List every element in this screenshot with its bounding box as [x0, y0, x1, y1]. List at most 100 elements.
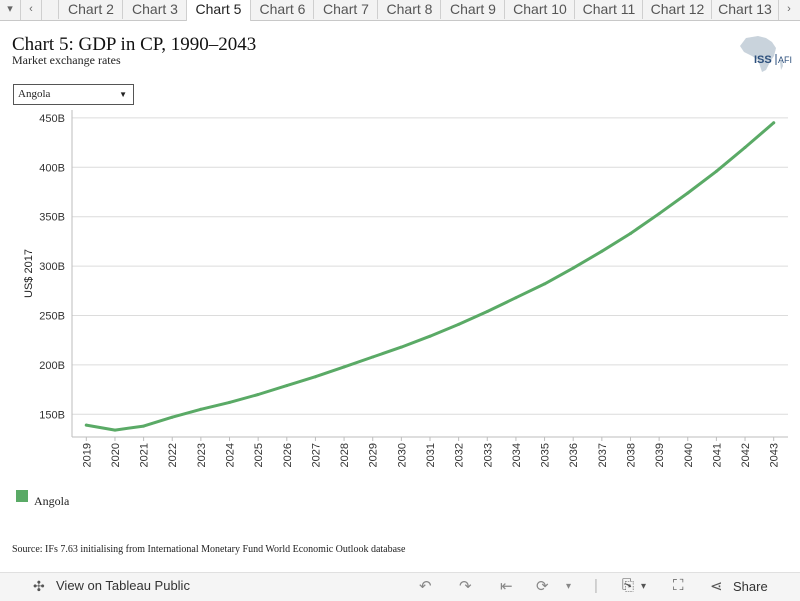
- data-point: [399, 345, 403, 349]
- tab-chart-11[interactable]: Chart 11: [574, 0, 643, 19]
- share-button[interactable]: Share: [733, 579, 768, 594]
- tab-chart-5[interactable]: Chart 5: [186, 0, 251, 21]
- data-point: [228, 400, 231, 404]
- x-tick-label: 2025: [253, 443, 265, 467]
- x-tick-label: 2039: [654, 443, 666, 467]
- data-point: [313, 375, 317, 379]
- chevron-right-icon: ›: [787, 3, 791, 15]
- y-tick-label: 250B: [39, 310, 65, 322]
- tableau-logo-icon: ✣: [33, 578, 45, 594]
- share-icon[interactable]: ⋖: [710, 578, 723, 595]
- data-point: [199, 407, 203, 411]
- data-point: [485, 310, 489, 313]
- svg-text:ISS: ISS: [754, 54, 772, 66]
- data-point: [256, 393, 260, 396]
- x-tick-label: 2042: [740, 443, 752, 467]
- data-point: [629, 232, 632, 235]
- y-tick-label: 400B: [39, 162, 65, 174]
- redo-icon[interactable]: ↷: [459, 578, 472, 595]
- country-filter-value: Angola: [18, 88, 51, 100]
- data-point: [714, 169, 718, 173]
- tab-chart-10[interactable]: Chart 10: [504, 0, 575, 19]
- chevron-down-icon: ▾: [7, 3, 13, 15]
- tab-chart-13[interactable]: Chart 13: [711, 0, 778, 19]
- data-point: [142, 424, 146, 428]
- data-point: [84, 423, 88, 427]
- data-point: [543, 282, 547, 286]
- tab-chart-7[interactable]: Chart 7: [313, 0, 378, 19]
- legend-swatch: [16, 490, 28, 502]
- chart-subtitle: Market exchange rates: [12, 53, 121, 67]
- x-tick-label: 2035: [540, 443, 552, 467]
- data-point: [371, 355, 375, 359]
- gdp-line-chart: 150B 200B 250B 300B 350B 400B 450B 2019 2020 2021…: [23, 110, 788, 467]
- download-icon[interactable]: ⎘: [622, 577, 635, 594]
- tab-chart-3[interactable]: Chart 3: [122, 0, 187, 19]
- x-tick-label: 2037: [597, 443, 609, 467]
- data-point: [686, 191, 690, 195]
- undo-icon[interactable]: ↶: [419, 578, 432, 595]
- data-point: [657, 212, 661, 216]
- tab-bar: ▾ ‹ Chart 2 Chart 3 Chart 5 Chart 6 Char…: [0, 0, 800, 21]
- y-tick-label: 150B: [39, 409, 65, 421]
- x-tick-label: 2027: [310, 443, 322, 467]
- legend-label: Angola: [34, 494, 70, 508]
- tab-chart-12[interactable]: Chart 12: [642, 0, 712, 19]
- x-tick-label: 2031: [425, 443, 437, 467]
- tab-scroll-right-button[interactable]: ›: [778, 0, 799, 20]
- iss-africa-logo: ISS AFI: [740, 36, 792, 72]
- data-point: [285, 384, 289, 388]
- x-tick-label: 2041: [711, 443, 723, 467]
- y-tick-label: 350B: [39, 212, 65, 224]
- data-point: [170, 415, 174, 419]
- tab-menu-button[interactable]: ▾: [0, 0, 21, 20]
- fullscreen-icon[interactable]: ⛶: [673, 577, 684, 594]
- x-tick-label: 2019: [81, 443, 93, 467]
- revert-icon[interactable]: ⇤: [500, 578, 513, 595]
- tab-chart-2[interactable]: Chart 2: [58, 0, 123, 19]
- x-tick-label: 2029: [368, 443, 380, 467]
- x-tick-label: 2033: [482, 443, 494, 467]
- y-axis-title: US$ 2017: [23, 249, 35, 298]
- series-line-angola: [84, 121, 776, 432]
- data-point: [743, 146, 747, 149]
- x-tick-label: 2021: [139, 443, 151, 467]
- tab-chart-6[interactable]: Chart 6: [250, 0, 314, 19]
- x-tick-label: 2034: [511, 443, 523, 467]
- tab-chart-9[interactable]: Chart 9: [440, 0, 505, 19]
- caret-down-icon: ▼: [119, 90, 127, 99]
- x-tick-label: 2020: [110, 443, 122, 467]
- y-tick-label: 200B: [39, 360, 65, 372]
- data-point: [113, 428, 117, 432]
- x-tick-label: 2024: [225, 443, 237, 467]
- data-point: [571, 266, 575, 270]
- y-tick-label: 450B: [39, 113, 65, 125]
- refresh-icon[interactable]: ⟳: [536, 578, 549, 595]
- chart-title: Chart 5: GDP in CP, 1990–2043: [12, 34, 257, 55]
- data-point: [428, 334, 432, 338]
- view-on-tableau-link[interactable]: View on Tableau Public: [56, 578, 190, 593]
- tableau-toolbar: ✣ View on Tableau Public ↶ ↷ ⇤ ⟳ ▾ | ⎘ ▾…: [0, 572, 800, 601]
- x-tick-label: 2040: [683, 443, 695, 467]
- chevron-down-icon[interactable]: ▾: [566, 581, 572, 592]
- tab-scroll-left-button[interactable]: ‹: [21, 0, 42, 20]
- tab-chart-8[interactable]: Chart 8: [377, 0, 441, 19]
- x-tick-label: 2028: [339, 443, 351, 467]
- country-filter-dropdown[interactable]: Angola ▼: [13, 84, 134, 105]
- x-tick-label: 2023: [196, 443, 208, 467]
- x-tick-label: 2022: [167, 443, 179, 467]
- data-point: [514, 296, 518, 300]
- chevron-down-icon[interactable]: ▾: [641, 581, 647, 592]
- data-point: [457, 322, 461, 326]
- chevron-left-icon: ‹: [29, 3, 33, 15]
- data-point: [600, 249, 604, 253]
- svg-text:AFI: AFI: [778, 55, 792, 65]
- source-note: Source: IFs 7.63 initialising from Inter…: [12, 544, 406, 555]
- toolbar-divider: |: [594, 577, 598, 594]
- x-tick-label: 2043: [769, 443, 781, 467]
- x-tick-label: 2026: [282, 443, 294, 467]
- x-tick-label: 2030: [396, 443, 408, 467]
- data-point: [772, 121, 776, 125]
- x-tick-label: 2038: [625, 443, 637, 467]
- data-point: [342, 365, 346, 369]
